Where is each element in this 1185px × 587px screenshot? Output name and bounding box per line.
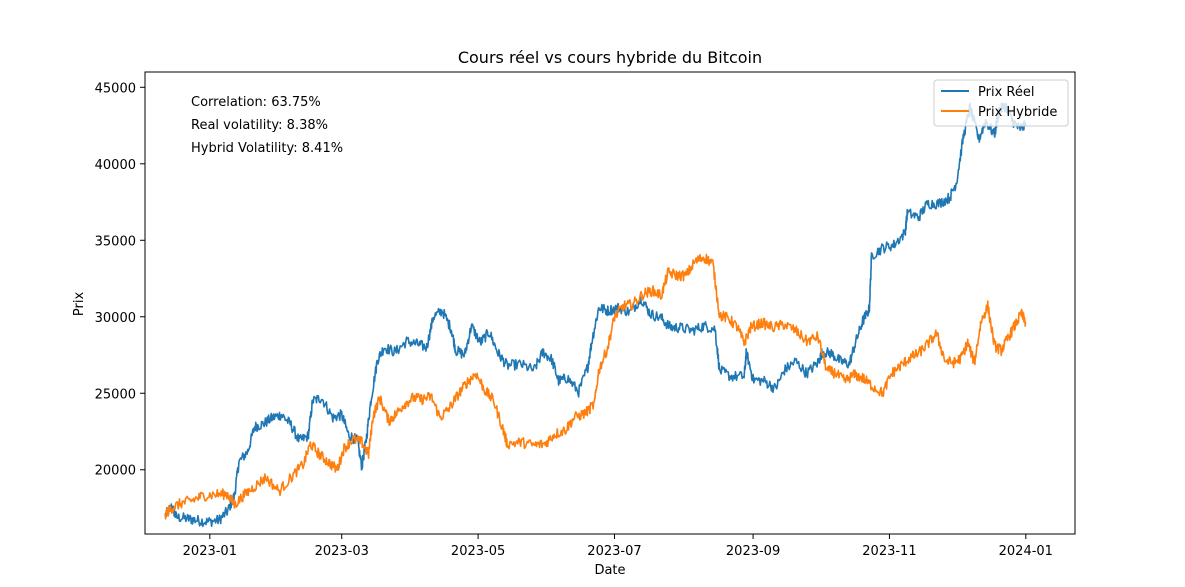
x-tick-label: 2023-01 [183, 544, 237, 559]
legend-label-prix-hybride: Prix Hybride [978, 105, 1057, 120]
stats-annotations: Correlation: 63.75% Real volatility: 8.3… [191, 95, 343, 156]
x-axis: 2023-01 2023-03 2023-05 2023-07 2023-09 2023-… [183, 534, 1053, 559]
series-line-prix-reel [164, 102, 1027, 528]
correlation-annotation: Correlation: 63.75% [191, 95, 321, 110]
x-axis-label: Date [594, 563, 625, 578]
legend-label-prix-reel: Prix Réel [978, 85, 1034, 100]
chart-title: Cours réel vs cours hybride du Bitcoin [458, 48, 762, 67]
x-tick-label: 2023-07 [587, 544, 641, 559]
y-tick-label: 45000 [95, 81, 136, 96]
x-tick-label: 2023-09 [726, 544, 780, 559]
y-axis-label: Prix [72, 292, 87, 317]
y-tick-label: 30000 [95, 311, 136, 326]
hybrid-volatility-annotation: Hybrid Volatility: 8.41% [191, 141, 343, 156]
legend: Prix Réel Prix Hybride [933, 79, 1069, 127]
series-line-prix-hybride [164, 253, 1027, 520]
real-volatility-annotation: Real volatility: 8.38% [191, 118, 328, 133]
y-tick-label: 35000 [95, 234, 136, 249]
series-layer [164, 102, 1027, 528]
y-tick-label: 25000 [95, 387, 136, 402]
y-tick-label: 20000 [95, 464, 136, 479]
x-tick-label: 2023-11 [862, 544, 916, 559]
y-axis: 20000 25000 30000 35000 40000 45000 [95, 81, 145, 479]
y-tick-label: 40000 [95, 158, 136, 173]
x-tick-label: 2023-05 [451, 544, 505, 559]
plot-frame [144, 71, 1076, 535]
x-tick-label: 2024-01 [999, 544, 1053, 559]
x-tick-label: 2023-03 [315, 544, 369, 559]
